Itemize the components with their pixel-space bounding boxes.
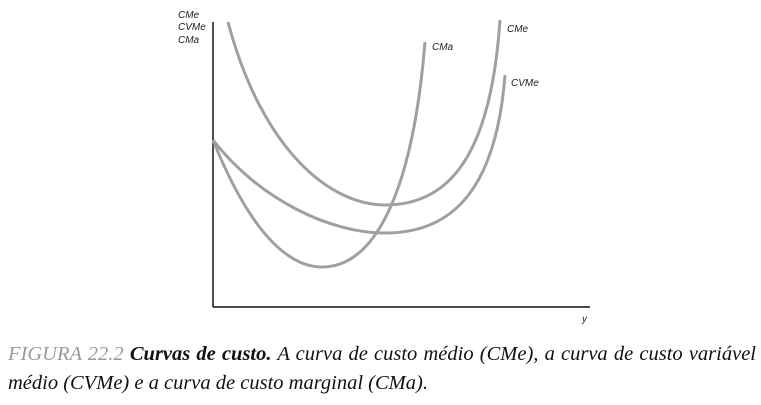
- x-axis-label: y: [581, 314, 588, 325]
- y-axis-label: CMe: [178, 10, 200, 21]
- caption-text: A curva de custo médio (CMe), a curva de…: [8, 343, 756, 394]
- diagram: CMe CVMe CMa y CMa CMe CVMe: [178, 10, 590, 325]
- cvme-curve: [211, 74, 507, 235]
- curve-label: CMa: [432, 42, 454, 53]
- caption: FIGURA 22.2 Curvas de custo. A curva de …: [8, 340, 756, 398]
- y-axis-label: CVMe: [178, 22, 206, 33]
- curve-label: CVMe: [511, 78, 539, 89]
- caption-title: Curvas de custo.: [129, 343, 272, 365]
- cme-curve: [226, 19, 502, 207]
- curve-label: CMe: [507, 24, 529, 35]
- y-axis-label: CMa: [178, 35, 200, 46]
- figure-number: FIGURA 22.2: [8, 343, 124, 365]
- cma-curve: [211, 41, 427, 269]
